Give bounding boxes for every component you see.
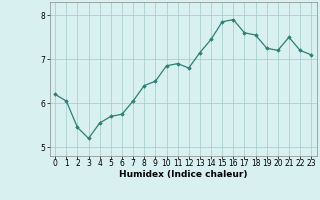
- X-axis label: Humidex (Indice chaleur): Humidex (Indice chaleur): [119, 170, 247, 179]
